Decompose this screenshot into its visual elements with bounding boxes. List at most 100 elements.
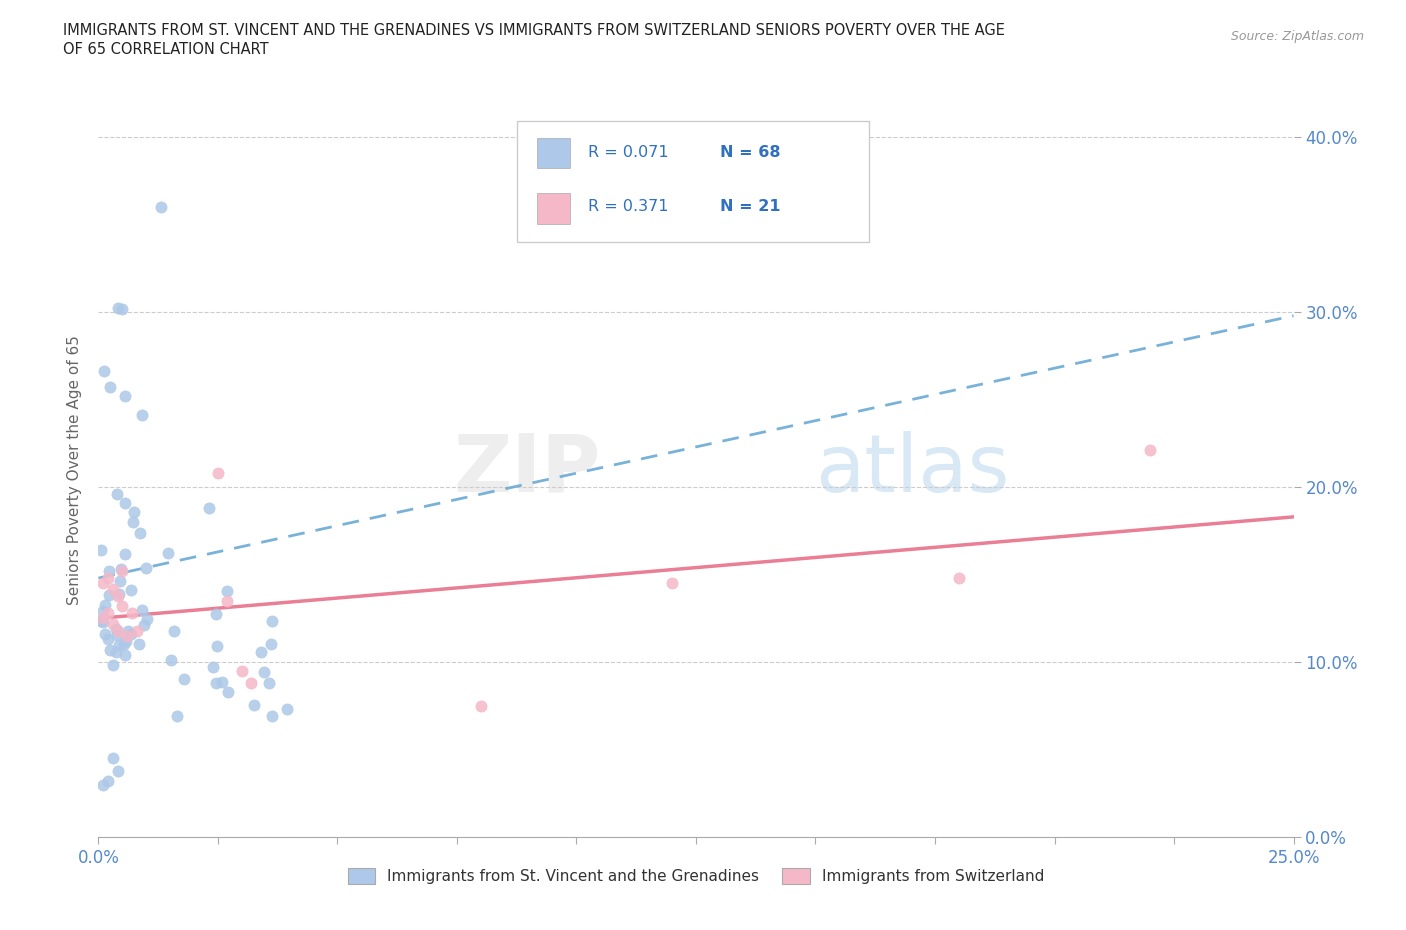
Point [242, 698, 264, 713]
Point [107, 587, 129, 602]
Point [115, 629, 138, 644]
Point [122, 504, 145, 519]
Text: OF 65 CORRELATION CHART: OF 65 CORRELATION CHART [63, 42, 269, 57]
Point [204, 676, 226, 691]
Text: R = 0.371: R = 0.371 [589, 199, 669, 214]
Point [101, 658, 124, 672]
Y-axis label: Seniors Poverty Over the Age of 65: Seniors Poverty Over the Age of 65 [67, 335, 83, 604]
Bar [537, 193, 571, 223]
Point [107, 627, 129, 642]
Point [107, 300, 129, 315]
Point [163, 623, 186, 638]
Point [117, 624, 139, 639]
Point [207, 466, 229, 481]
Point [93, 598, 115, 613]
Point [159, 653, 181, 668]
Text: IMMIGRANTS FROM ST. VINCENT AND THE GRENADINES VS IMMIGRANTS FROM SWITZERLAND SE: IMMIGRANTS FROM ST. VINCENT AND THE GREN… [63, 23, 1005, 38]
Point [260, 614, 283, 629]
Point [114, 496, 136, 511]
Point [131, 407, 153, 422]
Point [215, 583, 238, 598]
Point [104, 644, 127, 659]
Text: atlas: atlas [815, 431, 1010, 509]
Point [173, 671, 195, 686]
Point [132, 618, 155, 632]
Point [136, 611, 159, 626]
Point [114, 389, 136, 404]
Point [91, 615, 114, 630]
Point [120, 582, 142, 597]
Point [111, 301, 134, 316]
Point [207, 638, 229, 653]
Point [111, 564, 134, 578]
Point [661, 576, 683, 591]
Point [948, 571, 970, 586]
Point [91, 576, 114, 591]
Point [90, 542, 112, 557]
Point [260, 637, 283, 652]
Point [101, 617, 124, 631]
Point [253, 664, 276, 679]
Point [90, 614, 112, 629]
Point [94, 627, 117, 642]
Point [91, 611, 114, 626]
Point [156, 546, 179, 561]
Point [105, 622, 128, 637]
Point [217, 593, 239, 608]
Point [108, 574, 131, 589]
Point [93, 364, 115, 379]
Text: R = 0.071: R = 0.071 [589, 145, 669, 160]
Point [166, 709, 188, 724]
Text: N = 21: N = 21 [720, 199, 780, 214]
Bar [537, 138, 571, 168]
Point [131, 602, 153, 617]
Point [110, 562, 132, 577]
Point [217, 684, 239, 699]
Point [240, 675, 263, 690]
Point [128, 637, 150, 652]
Point [249, 644, 271, 659]
Point [93, 604, 115, 618]
Point [1139, 443, 1161, 458]
FancyBboxPatch shape [517, 121, 869, 242]
Point [470, 698, 492, 713]
Point [97, 564, 120, 578]
Point [107, 764, 129, 778]
Text: N = 68: N = 68 [720, 145, 780, 160]
Point [90, 613, 112, 628]
Point [108, 638, 131, 653]
Legend: Immigrants from St. Vincent and the Grenadines, Immigrants from Switzerland: Immigrants from St. Vincent and the Gren… [340, 860, 1052, 892]
Point [114, 547, 136, 562]
Point [120, 626, 142, 641]
Point [149, 200, 172, 215]
Point [107, 623, 129, 638]
Point [114, 633, 136, 648]
Point [101, 751, 124, 765]
Point [91, 777, 114, 792]
Point [98, 587, 121, 602]
Point [98, 643, 121, 658]
Point [257, 676, 280, 691]
Point [135, 561, 157, 576]
Point [202, 659, 225, 674]
Point [97, 571, 120, 586]
Text: Source: ZipAtlas.com: Source: ZipAtlas.com [1230, 30, 1364, 43]
Point [211, 674, 233, 689]
Point [97, 774, 120, 789]
Point [114, 647, 136, 662]
Point [198, 500, 221, 515]
Point [96, 631, 118, 646]
Point [101, 581, 124, 596]
Point [107, 588, 129, 603]
Point [129, 526, 152, 541]
Point [97, 605, 120, 620]
Point [98, 379, 121, 394]
Point [205, 606, 228, 621]
Point [276, 702, 298, 717]
Point [111, 599, 134, 614]
Point [105, 486, 128, 501]
Point [262, 709, 284, 724]
Text: ZIP: ZIP [453, 431, 600, 509]
Point [112, 636, 135, 651]
Point [231, 663, 253, 678]
